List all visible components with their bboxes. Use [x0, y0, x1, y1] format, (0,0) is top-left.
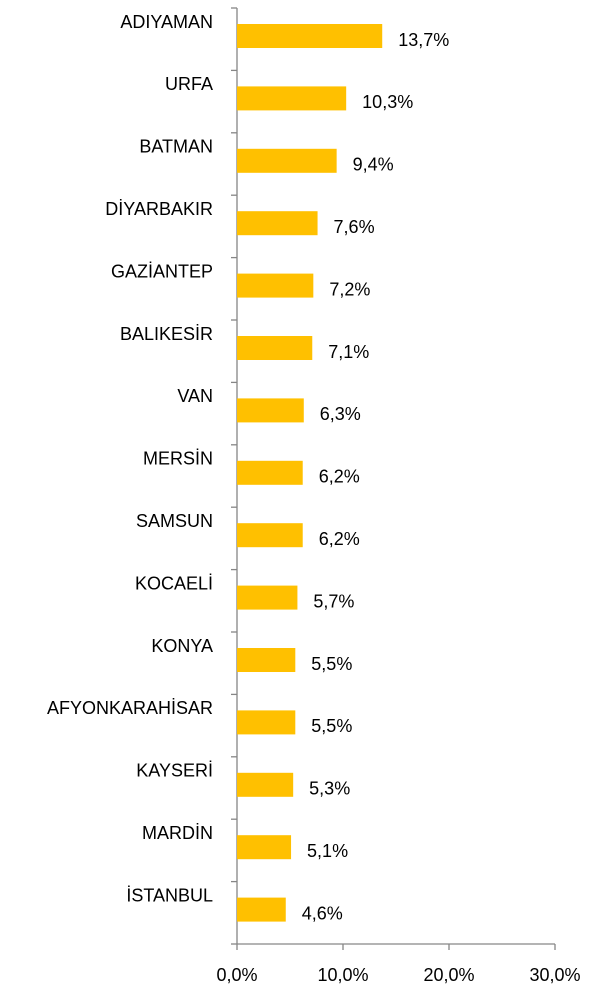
bar	[237, 86, 347, 111]
value-label: 6,3%	[320, 404, 361, 424]
category-label: VAN	[177, 386, 213, 406]
value-label: 6,2%	[319, 529, 360, 549]
bar	[237, 336, 313, 360]
value-label: 7,6%	[334, 217, 375, 237]
category-label: KAYSERİ	[136, 761, 213, 781]
category-label: MERSİN	[143, 449, 213, 469]
value-label: 7,1%	[328, 342, 369, 362]
category-label: BATMAN	[139, 137, 213, 157]
category-label: URFA	[165, 74, 213, 94]
value-label: 5,5%	[311, 716, 352, 736]
category-label: SAMSUN	[136, 511, 213, 531]
bar	[237, 148, 337, 173]
bar	[237, 24, 383, 48]
value-label: 4,6%	[302, 903, 343, 923]
value-label: 5,5%	[311, 654, 352, 674]
category-label: BALIKESİR	[120, 324, 213, 344]
value-label: 5,7%	[313, 591, 354, 611]
bar	[237, 585, 298, 610]
x-tick-label: 0,0%	[216, 965, 257, 985]
bar	[237, 398, 304, 423]
value-label: 5,1%	[307, 841, 348, 861]
x-tick-label: 10,0%	[317, 965, 368, 985]
value-label: 5,3%	[309, 779, 350, 799]
value-label: 10,3%	[362, 92, 413, 112]
bar	[237, 710, 296, 735]
category-label: ADIYAMAN	[120, 12, 213, 32]
bar	[237, 460, 303, 485]
category-label: KONYA	[151, 636, 213, 656]
value-label: 7,2%	[329, 279, 370, 299]
bar	[237, 523, 303, 548]
value-label: 6,2%	[319, 467, 360, 487]
bar	[237, 211, 318, 236]
bar	[237, 897, 286, 922]
bar	[237, 772, 294, 797]
category-label: DİYARBAKIR	[105, 199, 213, 219]
category-label: MARDİN	[142, 823, 213, 843]
value-label: 13,7%	[398, 30, 449, 50]
bar	[237, 648, 296, 672]
category-label: AFYONKARAHİSAR	[47, 698, 213, 718]
value-label: 9,4%	[353, 155, 394, 175]
category-label: KOCAELİ	[135, 573, 213, 593]
bar	[237, 273, 314, 298]
category-label: İSTANBUL	[126, 885, 213, 905]
x-tick-label: 30,0%	[529, 965, 580, 985]
category-label: GAZİANTEP	[111, 261, 213, 281]
x-tick-label: 20,0%	[423, 965, 474, 985]
bar	[237, 835, 292, 860]
